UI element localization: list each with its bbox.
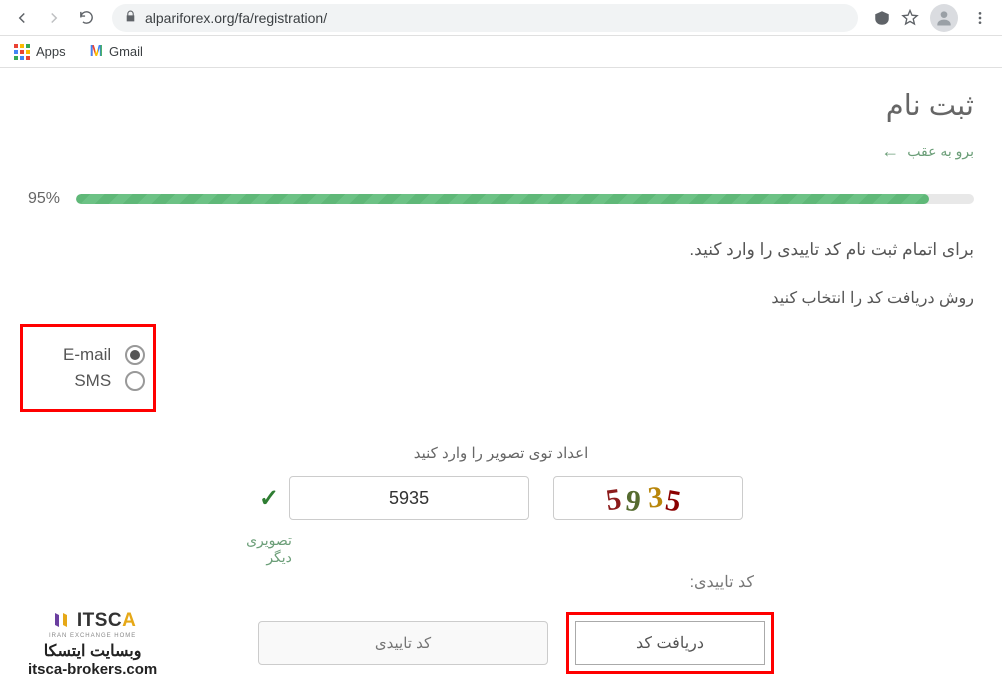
page-title: ثبت نام [28, 88, 974, 123]
svg-text:9: 9 [624, 484, 641, 517]
gmail-icon: M [90, 43, 103, 61]
watermark-subtitle: IRAN EXCHANGE HOME [28, 633, 157, 639]
star-icon[interactable] [898, 6, 922, 30]
watermark-fa: وبسایت ایتسکا [28, 641, 157, 661]
sms-radio[interactable] [125, 371, 145, 391]
progress-row: 95% [28, 190, 974, 208]
translate-icon[interactable] [870, 6, 894, 30]
kebab-menu-icon[interactable] [966, 4, 994, 32]
get-code-button[interactable]: دریافت کد [575, 621, 765, 665]
page-content: ثبت نام برو به عقب 95% برای اتمام ثبت نا… [0, 68, 1002, 694]
gmail-bookmark[interactable]: M Gmail [84, 39, 149, 65]
progress-percent: 95% [28, 190, 64, 208]
forward-button[interactable] [40, 4, 68, 32]
progress-bar [76, 194, 974, 204]
progress-fill [76, 194, 929, 204]
code-label: کد تاییدی: [690, 572, 754, 592]
bookmarks-bar: Apps M Gmail [0, 36, 1002, 68]
captcha-label: اعداد توی تصویر را وارد کنید [414, 444, 589, 462]
email-radio[interactable] [125, 345, 145, 365]
method-label: روش دریافت کد را انتخاب کنید [28, 288, 974, 308]
apps-label: Apps [36, 44, 66, 59]
refresh-captcha-link[interactable]: تصویری دیگر [28, 532, 266, 566]
email-option-row[interactable]: E-mail [63, 345, 145, 365]
back-link[interactable]: برو به عقب [881, 141, 974, 162]
lock-icon [124, 10, 137, 26]
method-radio-group-highlight: E-mail SMS [20, 324, 156, 412]
captcha-image: 5 9 3 5 [553, 476, 743, 520]
apps-shortcut[interactable]: Apps [8, 40, 72, 64]
get-code-highlight: دریافت کد [566, 612, 774, 674]
svg-text:3: 3 [647, 481, 664, 515]
watermark-logo-icon [49, 609, 73, 633]
instruction-text: برای اتمام ثبت نام کد تاییدی را وارد کنی… [28, 240, 974, 260]
sms-option-row[interactable]: SMS [63, 371, 145, 391]
gmail-label: Gmail [109, 44, 143, 59]
watermark-domain: itsca-brokers.com [28, 661, 157, 678]
svg-text:5: 5 [604, 483, 622, 517]
svg-text:5: 5 [663, 483, 683, 517]
sms-option-label: SMS [74, 371, 111, 391]
back-button[interactable] [8, 4, 36, 32]
captcha-input[interactable] [289, 476, 529, 520]
apps-grid-icon [14, 44, 30, 60]
captcha-area: اعداد توی تصویر را وارد کنید ✓ 5 9 3 5 ت… [28, 444, 974, 566]
address-bar[interactable]: alpariforex.org/fa/registration/ [112, 4, 858, 32]
reload-button[interactable] [72, 4, 100, 32]
watermark: ITSCA IRAN EXCHANGE HOME وبسایت ایتسکا i… [28, 609, 157, 678]
confirmation-code-input[interactable] [258, 621, 548, 665]
email-option-label: E-mail [63, 345, 111, 365]
browser-toolbar: alpariforex.org/fa/registration/ [0, 0, 1002, 36]
watermark-brand: ITSCA [77, 610, 137, 632]
profile-avatar[interactable] [930, 4, 958, 32]
check-icon: ✓ [259, 484, 279, 513]
url-text: alpariforex.org/fa/registration/ [145, 10, 846, 26]
